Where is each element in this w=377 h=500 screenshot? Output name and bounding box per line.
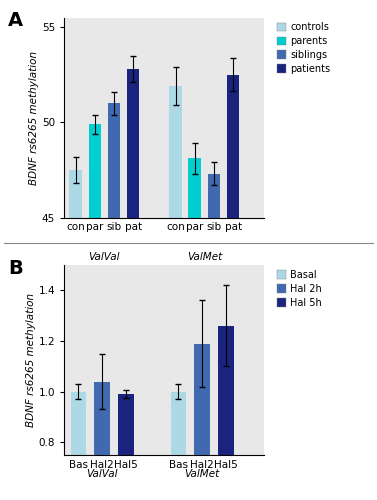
Y-axis label: BDNF rs6265 methylation: BDNF rs6265 methylation (29, 50, 39, 184)
Text: ValVal: ValVal (86, 469, 118, 479)
Bar (89, 124, 101, 218)
Bar (127, 69, 139, 218)
Y-axis label: BDNF rs6265 methylation: BDNF rs6265 methylation (26, 293, 36, 427)
Bar (170, 392, 186, 455)
Bar (70, 392, 86, 455)
Bar (118, 394, 134, 455)
Bar (169, 86, 182, 218)
Legend: controls, parents, siblings, patients: controls, parents, siblings, patients (277, 22, 331, 74)
Bar (218, 326, 234, 455)
Text: B: B (8, 260, 23, 278)
Bar (188, 158, 201, 218)
Bar (108, 103, 120, 218)
Legend: Basal, Hal 2h, Hal 5h: Basal, Hal 2h, Hal 5h (277, 270, 322, 308)
Text: ValMet: ValMet (187, 252, 222, 262)
Text: ValVal: ValVal (89, 252, 120, 262)
Bar (69, 170, 82, 218)
Bar (208, 174, 220, 218)
Text: A: A (8, 12, 23, 30)
Text: ValMet: ValMet (184, 469, 220, 479)
Bar (194, 344, 210, 455)
Bar (227, 74, 239, 218)
Bar (94, 382, 110, 455)
